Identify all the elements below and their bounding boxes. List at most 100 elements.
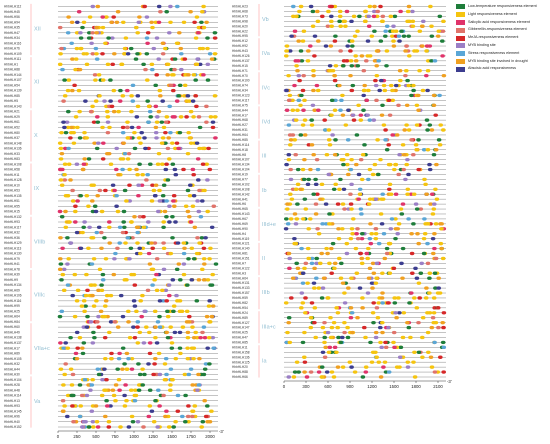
cis-element bbox=[61, 383, 66, 387]
cis-element bbox=[90, 104, 95, 109]
cis-element bbox=[137, 15, 142, 19]
cis-element bbox=[61, 346, 66, 350]
cis-element bbox=[168, 130, 173, 135]
gene-label: HhbHLH79 bbox=[4, 257, 20, 261]
cis-element bbox=[70, 57, 75, 61]
cis-element bbox=[357, 192, 363, 196]
gene-label: HhbHLH52 bbox=[4, 125, 20, 129]
cis-element bbox=[329, 98, 335, 103]
cis-element bbox=[429, 24, 434, 28]
cis-element bbox=[375, 9, 381, 14]
cis-element bbox=[200, 199, 205, 203]
cis-element bbox=[367, 236, 373, 241]
cis-element bbox=[141, 341, 147, 345]
cis-element bbox=[100, 52, 105, 56]
cis-element bbox=[323, 202, 329, 206]
cis-element bbox=[187, 314, 192, 319]
cis-element bbox=[151, 372, 156, 377]
cis-element bbox=[393, 236, 398, 241]
cis-element bbox=[356, 172, 362, 177]
gene-label: HhbHLH100 bbox=[232, 79, 250, 83]
cis-element bbox=[392, 167, 397, 172]
cis-element bbox=[162, 377, 168, 382]
cis-element bbox=[156, 388, 161, 392]
cis-element bbox=[295, 266, 301, 271]
cis-element bbox=[196, 115, 202, 119]
cis-element bbox=[90, 52, 96, 56]
gene-label: HhbHLH25 bbox=[4, 309, 20, 313]
gene-label: HhbHLH113 bbox=[4, 246, 22, 250]
cis-element bbox=[373, 197, 379, 201]
cis-element bbox=[105, 115, 111, 119]
cis-element bbox=[292, 212, 298, 216]
cis-element bbox=[395, 227, 401, 231]
cis-element bbox=[90, 420, 96, 424]
gene-label: HhbHLH134 bbox=[4, 283, 22, 287]
cis-element bbox=[333, 34, 338, 38]
cis-element bbox=[334, 306, 340, 310]
cis-element bbox=[363, 335, 368, 340]
cis-element bbox=[92, 204, 98, 208]
cis-element bbox=[68, 136, 73, 140]
cis-element bbox=[286, 123, 292, 127]
cis-element bbox=[431, 296, 437, 300]
cis-element bbox=[100, 278, 106, 282]
cis-element bbox=[154, 120, 160, 124]
cis-element bbox=[186, 404, 191, 408]
cis-element bbox=[58, 341, 63, 345]
cis-element bbox=[314, 157, 320, 162]
gene-label: HhbHLH61 bbox=[4, 120, 20, 124]
cis-element bbox=[146, 104, 152, 109]
cis-element bbox=[329, 14, 334, 19]
cis-element bbox=[315, 167, 321, 172]
cis-element bbox=[91, 330, 96, 335]
gene-label: HhbHLH114 bbox=[232, 143, 250, 147]
cis-element bbox=[155, 320, 161, 324]
cis-element bbox=[114, 146, 119, 151]
cis-element bbox=[66, 78, 72, 82]
cis-element bbox=[166, 136, 171, 140]
cis-element bbox=[153, 130, 159, 135]
cis-element bbox=[59, 151, 65, 156]
cis-element bbox=[146, 220, 151, 224]
cis-element bbox=[288, 167, 294, 172]
cis-element bbox=[424, 73, 429, 78]
cis-element bbox=[431, 93, 437, 98]
cis-element bbox=[329, 271, 335, 275]
cis-element bbox=[102, 236, 107, 240]
cis-element bbox=[63, 341, 68, 345]
right-panel: HhbHLH23HhbHLH68HhbHLH73HhbHLH98HhbHLH20… bbox=[232, 4, 452, 389]
cis-element bbox=[424, 192, 429, 196]
cis-element bbox=[152, 241, 158, 245]
cis-element bbox=[309, 261, 315, 266]
cis-element bbox=[104, 293, 110, 298]
cis-element bbox=[413, 143, 419, 147]
cis-element bbox=[434, 197, 440, 201]
cis-element bbox=[284, 162, 289, 167]
cis-element bbox=[194, 141, 200, 145]
cis-element bbox=[302, 157, 307, 162]
cis-element bbox=[428, 202, 434, 206]
cis-element bbox=[346, 108, 351, 112]
cis-element bbox=[90, 4, 96, 9]
cis-element bbox=[88, 109, 94, 114]
gene-label: HhbHLH77 bbox=[232, 178, 248, 182]
cis-element bbox=[171, 425, 176, 429]
cis-element bbox=[83, 293, 89, 298]
gene-label: HhbHLH22 bbox=[232, 29, 248, 33]
cis-element bbox=[195, 157, 201, 161]
cis-element bbox=[427, 44, 433, 48]
cis-element bbox=[82, 309, 87, 314]
cis-element bbox=[133, 388, 138, 392]
cis-element bbox=[396, 296, 401, 300]
cis-element bbox=[88, 283, 94, 287]
cis-element bbox=[147, 262, 153, 266]
cis-element bbox=[383, 345, 389, 350]
cis-element bbox=[299, 291, 305, 295]
cis-element bbox=[147, 388, 153, 392]
cis-element bbox=[126, 356, 131, 361]
gene-label: HhbHLH4 bbox=[232, 232, 246, 236]
cis-element bbox=[190, 409, 195, 413]
cis-element bbox=[166, 283, 172, 287]
cis-element bbox=[85, 288, 90, 293]
